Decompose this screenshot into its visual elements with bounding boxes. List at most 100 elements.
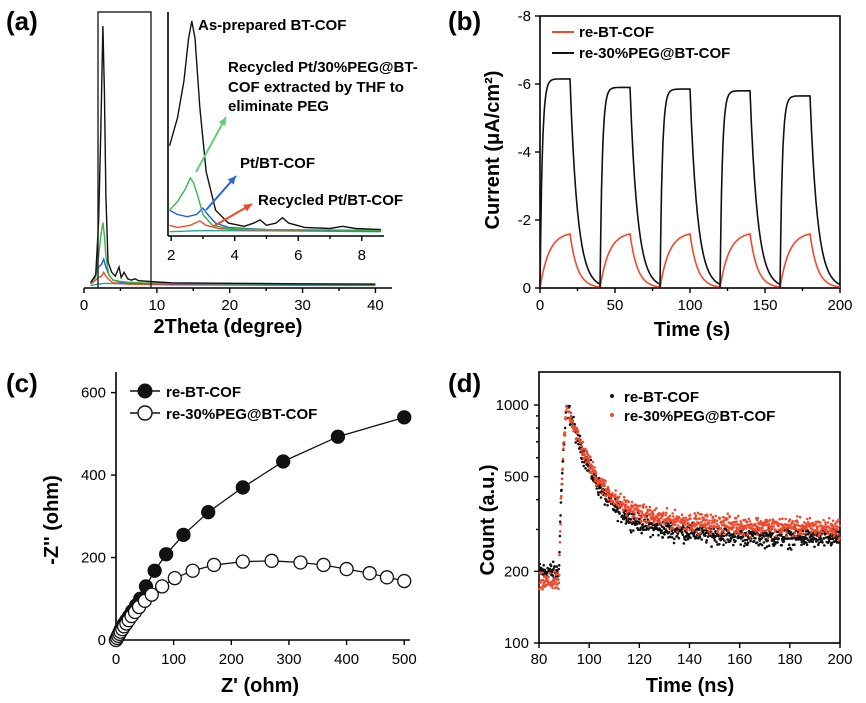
decay-point — [811, 521, 815, 525]
panel-a-label: (a) — [6, 6, 38, 36]
decay-point — [749, 536, 752, 539]
nyquist-line-0 — [115, 416, 405, 641]
decay-point — [805, 517, 809, 521]
inset-x-tick-label: 2 — [167, 247, 175, 264]
decay-point — [831, 529, 834, 532]
decay-point — [805, 543, 809, 547]
x-tick-label: 0 — [536, 297, 544, 314]
inset-trace-black — [168, 20, 381, 231]
panel-d-label: (d) — [448, 368, 481, 398]
y-tick-label: 0 — [98, 632, 106, 649]
decay-point — [676, 530, 679, 533]
decay-point — [558, 541, 562, 544]
decay-point — [687, 522, 690, 526]
decay-point — [816, 529, 819, 533]
decay-point — [612, 502, 616, 505]
decay-point — [624, 522, 628, 525]
decay-point — [747, 517, 751, 521]
y-tick-label: 200 — [504, 563, 529, 580]
photocurrent-red — [539, 232, 841, 289]
x-tick-label: 20 — [221, 297, 238, 314]
decay-point — [559, 497, 563, 500]
decay-point — [836, 526, 839, 529]
main-trace-red — [90, 270, 376, 286]
decay-point — [810, 534, 813, 538]
decay-point — [659, 522, 663, 525]
y-tick-label: 500 — [504, 469, 529, 486]
decay-point — [723, 532, 727, 536]
decay-point — [783, 523, 787, 526]
decay-point — [641, 523, 644, 526]
decay-point — [562, 447, 565, 451]
decay-point — [800, 540, 804, 544]
decay-point — [765, 545, 769, 548]
decay-point — [648, 519, 651, 523]
decay-point — [548, 571, 551, 575]
decay-point — [682, 527, 686, 531]
decay-point — [557, 567, 561, 571]
decay-point — [601, 488, 604, 492]
y-tick-label: 0 — [523, 280, 531, 297]
decay-point — [647, 525, 650, 528]
arrow-blue-head — [227, 176, 236, 185]
decay-point — [561, 467, 564, 471]
decay-point — [664, 513, 667, 517]
decay-point — [780, 529, 784, 532]
decay-point — [579, 438, 582, 442]
decay-point — [550, 570, 554, 574]
decay-point — [557, 573, 561, 577]
x-tick-label: 200 — [219, 651, 244, 668]
decay-point — [541, 578, 545, 582]
decay-point — [645, 505, 648, 509]
decay-point — [653, 519, 656, 523]
decay-point — [606, 485, 610, 489]
decay-point — [827, 516, 831, 520]
decay-point — [560, 477, 564, 481]
decay-point — [762, 541, 766, 544]
x-tick-label: 40 — [367, 297, 384, 314]
decay-point — [838, 536, 841, 540]
decay-point — [593, 466, 596, 469]
decay-point — [689, 536, 692, 540]
decay-point — [638, 514, 641, 517]
annotation-as-prepared: As-prepared BT-COF — [198, 17, 346, 34]
inset-x-tick-label: 6 — [294, 247, 302, 264]
decay-point — [825, 528, 829, 532]
decay-point — [767, 522, 771, 526]
decay-point — [739, 520, 742, 523]
decay-point — [831, 531, 834, 535]
decay-point — [682, 542, 686, 545]
decay-point — [627, 500, 630, 504]
decay-point — [838, 524, 841, 527]
decay-point — [676, 524, 680, 527]
decay-point — [640, 520, 643, 524]
decay-point — [827, 539, 831, 543]
y-tick-label: 400 — [81, 467, 106, 484]
decay-point — [672, 515, 675, 518]
decay-point — [808, 516, 812, 520]
nyquist-point-filled — [330, 429, 346, 444]
decay-point — [571, 419, 575, 423]
decay-point — [705, 539, 708, 542]
decay-point — [572, 415, 575, 419]
legend-marker-open — [137, 405, 153, 421]
decay-point — [603, 482, 606, 485]
decay-point — [555, 586, 558, 589]
decay-point — [594, 472, 598, 476]
decay-point — [658, 518, 661, 521]
zoom-box — [97, 11, 152, 289]
decay-point — [708, 519, 711, 522]
decay-point — [746, 541, 750, 544]
decay-point — [744, 526, 748, 530]
x-tick-label: 400 — [334, 651, 359, 668]
nyquist-point-filled — [276, 454, 291, 469]
panel-b: (b) 0 50 100 150 200 0 -2 -4 -6 -8 Time (s) Curre… — [448, 6, 853, 341]
annotation-pt-bt-cof: Pt/BT-COF — [240, 155, 315, 172]
decay-point — [563, 434, 567, 437]
decay-point — [728, 515, 732, 519]
decay-point — [696, 511, 700, 515]
decay-point — [777, 537, 780, 540]
decay-point — [635, 517, 639, 520]
decay-point — [682, 516, 685, 520]
nyquist-point-filled — [147, 563, 162, 578]
